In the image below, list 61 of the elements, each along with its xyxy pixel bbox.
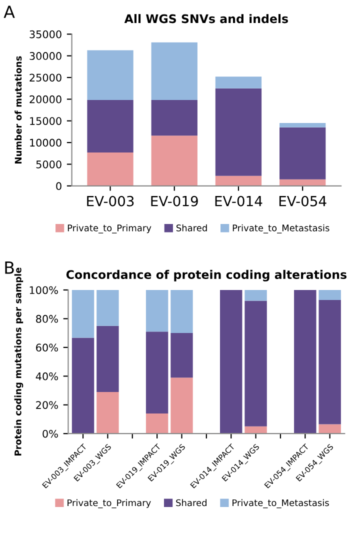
chart-title: All WGS SNVs and indels: [124, 14, 288, 24]
y-tick-label: 60%: [36, 344, 58, 352]
legend-label: Shared: [176, 499, 206, 506]
y-tick-label: 40%: [36, 372, 58, 380]
y-tick-label: 100%: [30, 286, 58, 294]
bar: [96, 326, 119, 392]
legend-label: Private_to_Primary: [68, 224, 152, 234]
bar: [87, 50, 134, 100]
bar: [294, 290, 316, 434]
y-axis-title: Protein coding mutations per sample: [14, 268, 24, 456]
y-tick-label: 20%: [36, 401, 58, 409]
x-tick-label: EV-054: [279, 196, 326, 206]
y-axis-title: Number of mutations: [14, 56, 22, 164]
chart-title: Concordance of protein coding alterations: [66, 270, 346, 282]
bar: [96, 392, 119, 434]
bar: [146, 413, 168, 434]
bar: [318, 424, 341, 434]
text: B: [5, 262, 14, 274]
y-tick-label: 80%: [36, 314, 58, 323]
bar: [170, 290, 193, 334]
legend-label: Private_to_Metastasis: [232, 224, 330, 234]
bar: [215, 176, 262, 186]
y-tick-label: 0%: [42, 430, 58, 438]
bar: [215, 88, 262, 176]
bar: [87, 152, 134, 186]
bar: [146, 332, 168, 414]
bar: [220, 290, 242, 434]
bar: [72, 338, 94, 434]
bar: [244, 290, 267, 301]
bar: [318, 290, 341, 300]
y-tick-label: 15000: [30, 117, 62, 125]
bar: [318, 300, 341, 424]
x-tick-label: EV-019: [151, 196, 198, 206]
bar: [170, 333, 193, 378]
bar: [151, 100, 198, 136]
x-tick-label: EV-014: [215, 196, 262, 206]
bar: [87, 100, 134, 153]
bar: [96, 290, 119, 326]
bar: [151, 42, 198, 100]
legend-label: Private_to_Metastasis: [232, 499, 329, 508]
bar: [72, 290, 94, 338]
bar: [151, 136, 198, 186]
y-tick-label: 10000: [30, 138, 62, 147]
bar: [146, 290, 168, 332]
bar: [280, 127, 326, 180]
bar: [244, 426, 267, 434]
bar: [170, 378, 193, 434]
bar: [244, 300, 267, 426]
y-tick-label: 25000: [30, 74, 62, 82]
text: A: [4, 6, 15, 18]
legend-label: Shared: [176, 224, 207, 232]
bar: [215, 76, 262, 88]
legend-label: Private_to_Primary: [68, 499, 151, 508]
y-tick-label: 0: [56, 182, 62, 190]
bar: [280, 123, 326, 128]
y-tick-label: 5000: [36, 160, 62, 168]
x-tick-label: EV-003: [87, 196, 134, 206]
y-tick-label: 35000: [30, 30, 62, 38]
y-tick-label: 30000: [30, 52, 62, 60]
y-tick-label: 20000: [30, 95, 62, 104]
bar: [280, 179, 326, 186]
